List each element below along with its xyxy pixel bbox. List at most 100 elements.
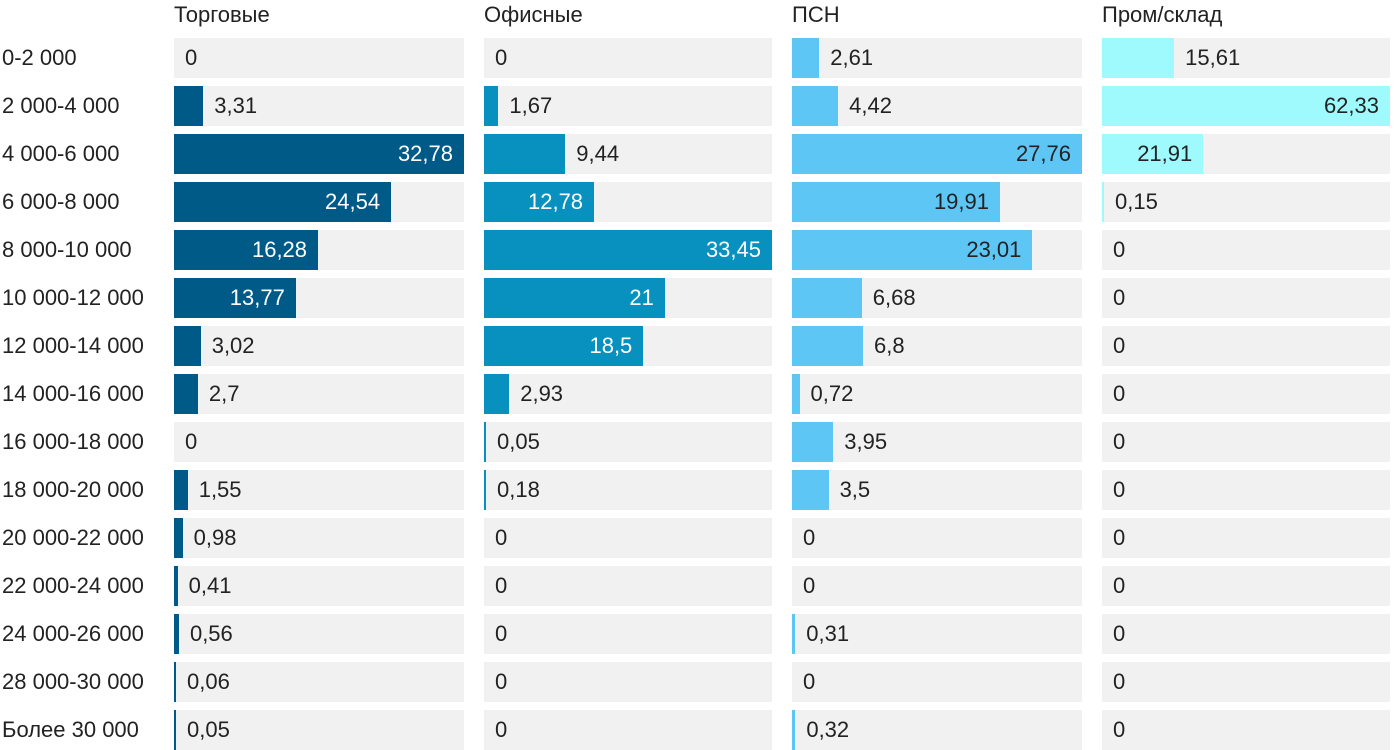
data-label: 0 xyxy=(495,45,508,70)
category-label: 2 000-4 000 xyxy=(2,93,120,118)
data-label: 0 xyxy=(1113,477,1126,502)
bar xyxy=(484,422,486,462)
bar-track: 3,31 xyxy=(174,86,464,126)
bar-track: 3,02 xyxy=(174,326,464,366)
data-label: 27,76 xyxy=(1015,141,1071,166)
bar-track: 0 xyxy=(792,566,1082,606)
bar xyxy=(484,278,665,318)
category-label: 24 000-26 000 xyxy=(2,621,144,646)
data-label: 32,78 xyxy=(397,141,453,166)
data-label: 0,41 xyxy=(188,573,232,598)
data-label: 62,33 xyxy=(1323,93,1379,118)
bar-track: 0,41 xyxy=(174,566,464,606)
category-label: 10 000-12 000 xyxy=(2,285,144,310)
category-label: 20 000-22 000 xyxy=(2,525,144,550)
data-label: 0 xyxy=(1113,429,1126,454)
bar-track: 0 xyxy=(792,662,1082,702)
bar-track: 0 xyxy=(484,662,772,702)
category-label: 6 000-8 000 xyxy=(2,189,120,214)
data-label: 12,78 xyxy=(527,189,584,214)
bar-track: 62,33 xyxy=(1102,86,1390,126)
data-label: 0 xyxy=(1113,669,1126,694)
data-label: 0 xyxy=(495,669,508,694)
bar xyxy=(792,182,1000,222)
data-label: 3,31 xyxy=(214,93,258,118)
data-label: 0,15 xyxy=(1115,189,1158,214)
category-label: 28 000-30 000 xyxy=(2,669,144,694)
bar xyxy=(174,182,392,222)
data-label: 0,56 xyxy=(189,621,233,646)
data-label: 0 xyxy=(1113,237,1126,262)
bar-track: 0 xyxy=(484,566,772,606)
data-label: 0,18 xyxy=(497,477,540,502)
data-label: 15,61 xyxy=(1185,45,1241,70)
bar xyxy=(174,278,296,318)
bar-track: 0 xyxy=(1102,566,1390,606)
bar xyxy=(792,230,1033,270)
bar xyxy=(174,134,464,174)
bar xyxy=(174,86,204,126)
bar-track: 0 xyxy=(484,710,772,750)
data-label: 0,98 xyxy=(193,525,237,550)
data-label: 0 xyxy=(495,621,508,646)
data-label: 21,91 xyxy=(1137,141,1193,166)
bar xyxy=(1102,182,1104,222)
data-label: 19,91 xyxy=(933,189,989,214)
bar xyxy=(174,662,176,702)
data-label: 0 xyxy=(185,429,198,454)
data-label: 6,68 xyxy=(872,285,916,310)
bar-track: 0,72 xyxy=(792,374,1082,414)
data-label: 0,06 xyxy=(187,669,230,694)
bar-track: 0 xyxy=(1102,470,1390,510)
data-label: 0,32 xyxy=(806,717,850,742)
bar-track: 18,5 xyxy=(484,326,772,366)
bar-track: 0 xyxy=(174,38,464,78)
data-label: 18,5 xyxy=(589,333,633,358)
data-label: 0 xyxy=(803,669,816,694)
bar xyxy=(484,374,510,414)
bar xyxy=(1102,134,1204,174)
bar-track: 0 xyxy=(484,614,772,654)
data-label: 0 xyxy=(495,717,508,742)
bar-track: 0,56 xyxy=(174,614,464,654)
bar xyxy=(792,614,796,654)
bar-track: 16,28 xyxy=(174,230,464,270)
data-label: 0 xyxy=(803,525,816,550)
data-label: 33,45 xyxy=(705,237,761,262)
bar xyxy=(1102,38,1175,78)
bar xyxy=(792,422,834,462)
bar xyxy=(174,230,319,270)
bar-track: 23,01 xyxy=(792,230,1082,270)
category-label: 4 000-6 000 xyxy=(2,141,120,166)
data-label: 0 xyxy=(1113,381,1126,406)
bar-track: 27,76 xyxy=(792,134,1082,174)
bar-track: 0 xyxy=(1102,662,1390,702)
bar xyxy=(174,326,201,366)
bar-track: 6,68 xyxy=(792,278,1082,318)
data-label: 0 xyxy=(495,573,508,598)
data-label: 0 xyxy=(1113,285,1126,310)
bar-track: 6,8 xyxy=(792,326,1082,366)
data-label: 2,61 xyxy=(830,45,874,70)
bar xyxy=(792,134,1082,174)
data-label: 3,02 xyxy=(211,333,255,358)
bar-track: 2,61 xyxy=(792,38,1082,78)
bar xyxy=(792,326,864,366)
data-label: 0,72 xyxy=(810,381,854,406)
series-title: Пром/склад xyxy=(1102,2,1223,27)
category-label: 22 000-24 000 xyxy=(2,573,144,598)
bar xyxy=(792,374,800,414)
bar xyxy=(484,134,566,174)
data-label: 3,5 xyxy=(839,477,871,502)
bar-track: 3,5 xyxy=(792,470,1082,510)
data-label: 23,01 xyxy=(966,237,1022,262)
series-title: ПСН xyxy=(792,2,840,27)
bar-track: 12,78 xyxy=(484,182,772,222)
series-title: Торговые xyxy=(174,2,270,27)
bar-track: 3,95 xyxy=(792,422,1082,462)
data-label: 21 xyxy=(629,285,654,310)
bar-track: 0,06 xyxy=(174,662,464,702)
bar xyxy=(484,470,486,510)
bar xyxy=(792,38,820,78)
